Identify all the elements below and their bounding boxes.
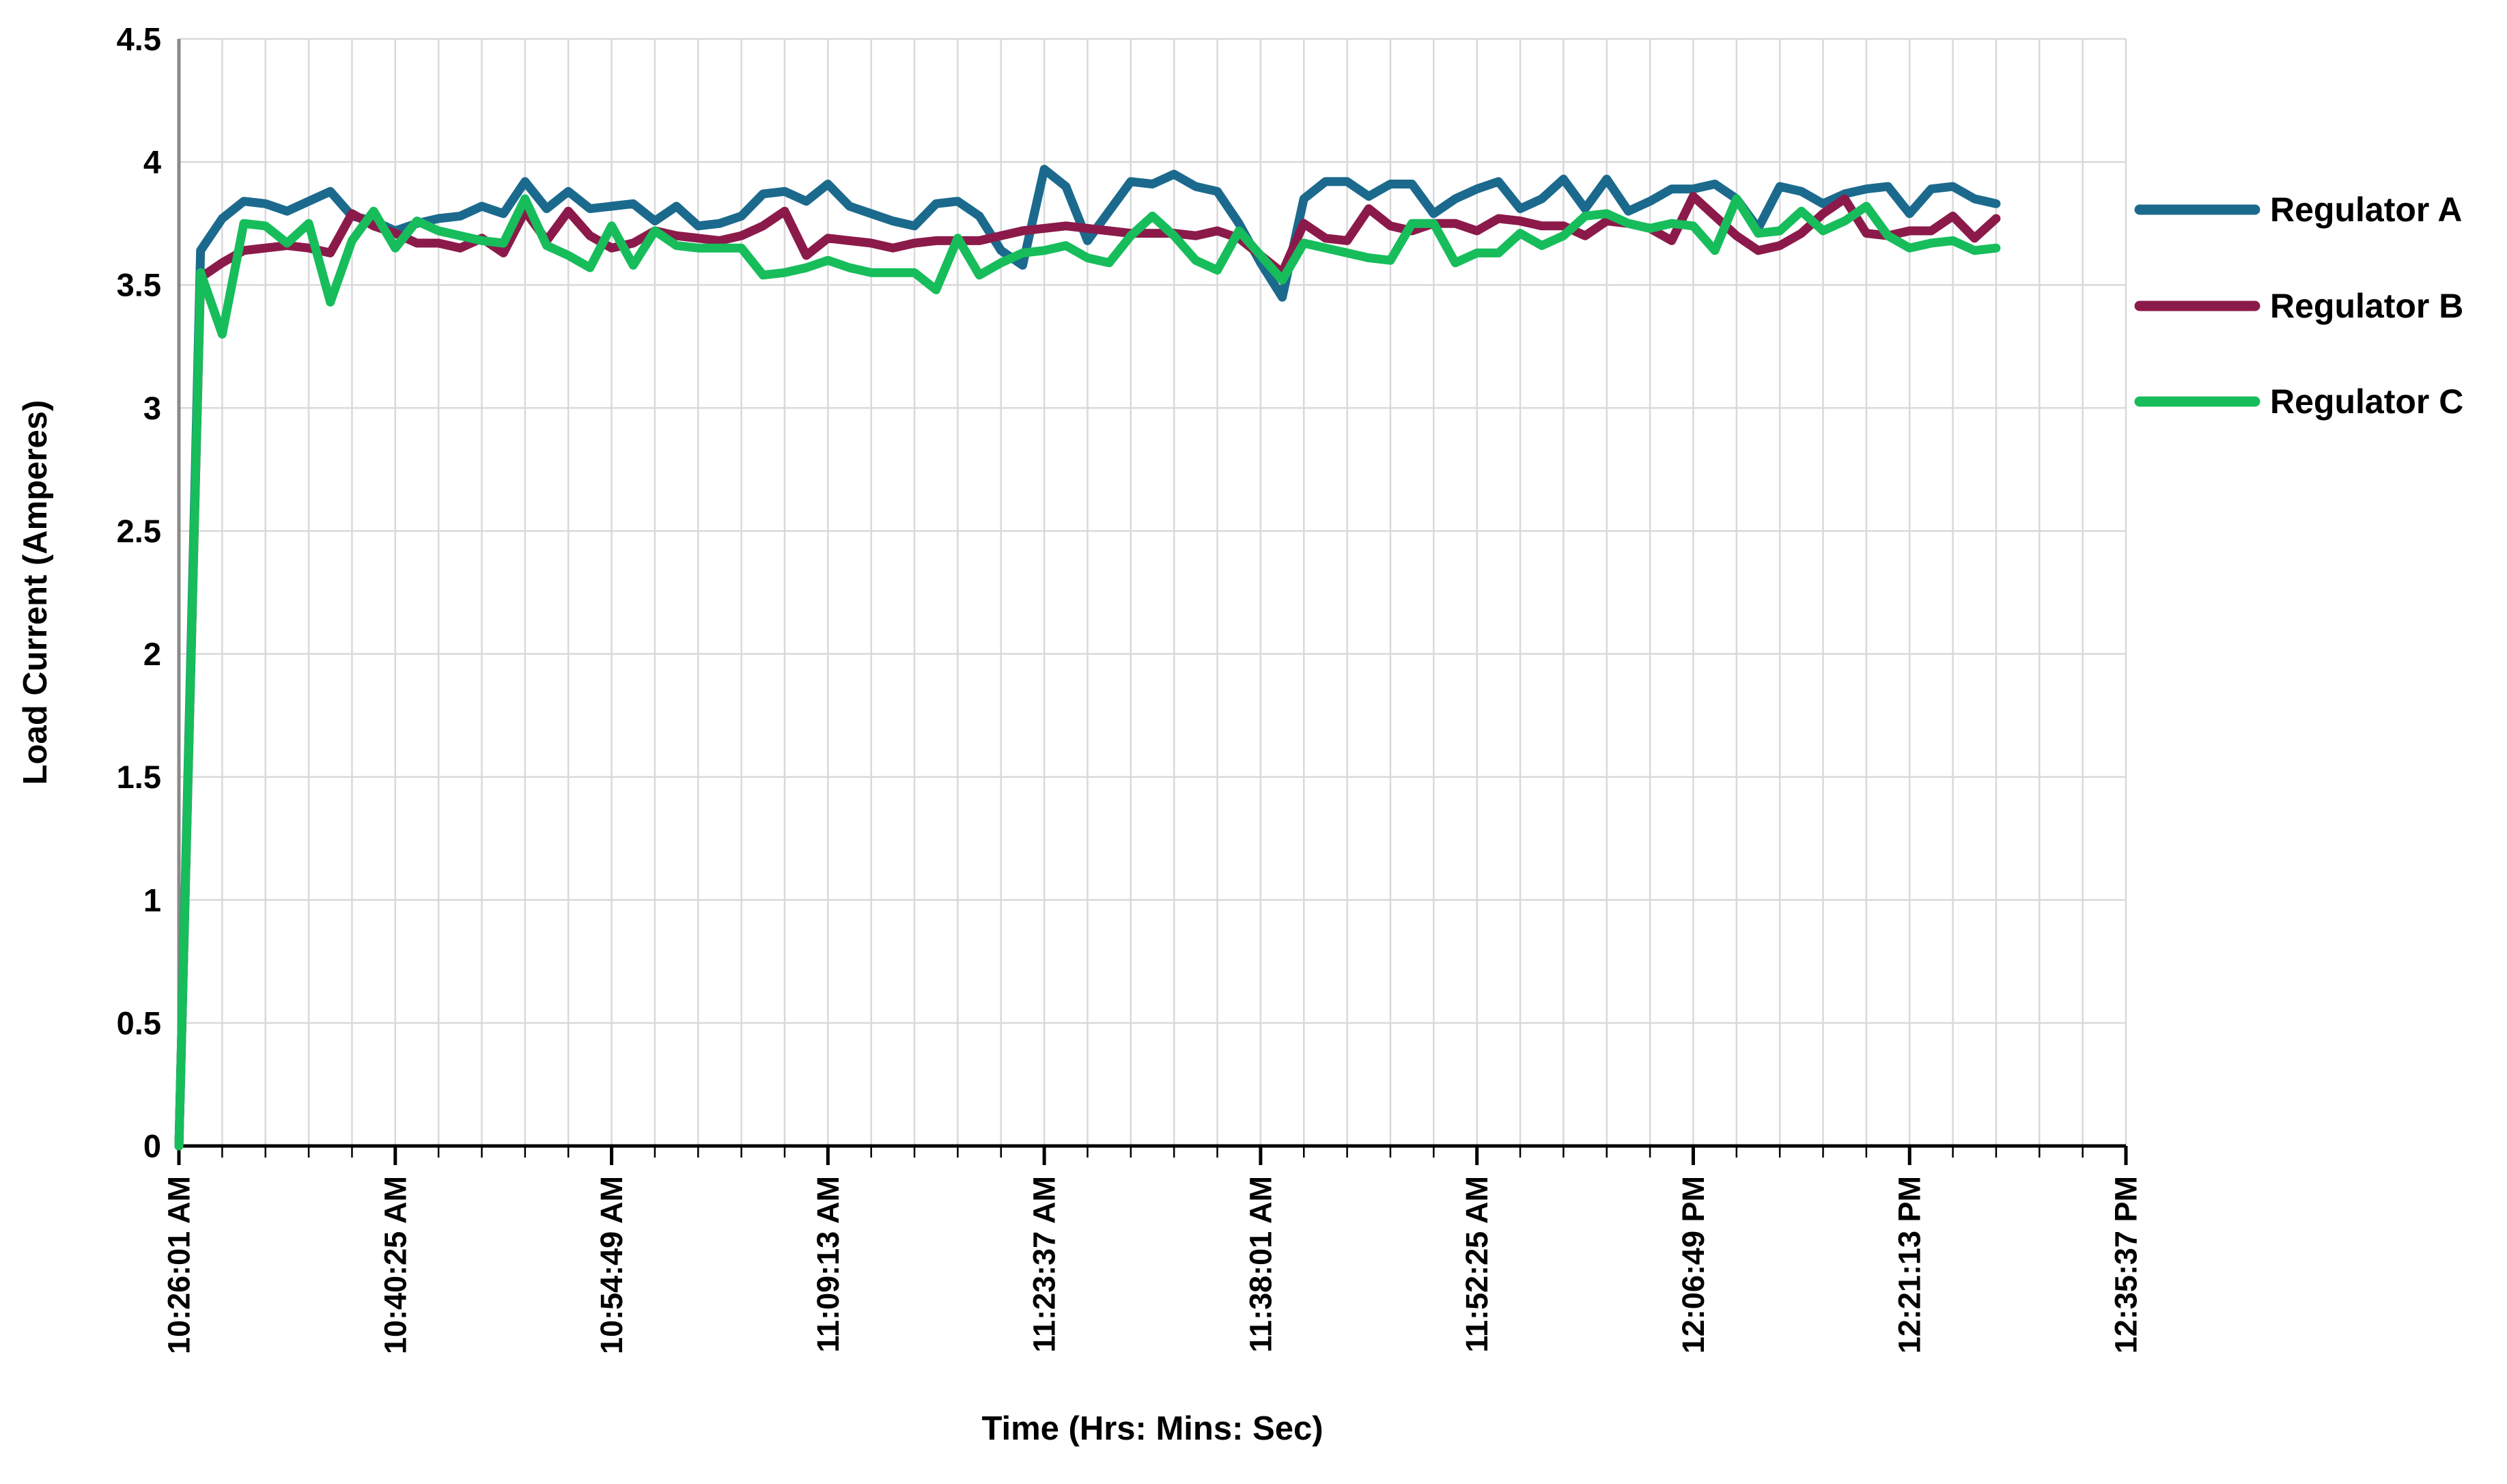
y-axis-tick-label: 3.5 (117, 267, 161, 303)
x-axis-tick-label: 11:23:37 AM (1027, 1176, 1062, 1352)
x-axis-tick-label: 12:21:13 PM (1892, 1176, 1927, 1354)
y-axis-tick-label: 3 (143, 390, 161, 426)
series-line-regulator-a (174, 165, 2001, 1151)
y-axis-tick-label: 2 (143, 636, 161, 672)
y-axis-tick-label: 0.5 (117, 1005, 161, 1041)
legend-item-label: Regulator C (2270, 382, 2463, 421)
x-axis-tick-label: 10:54:49 AM (594, 1176, 629, 1354)
legend-item-label: Regulator B (2270, 287, 2463, 325)
y-axis-title: Load Current (Amperes) (17, 400, 54, 785)
x-axis-tick-label: 10:40:25 AM (378, 1176, 412, 1354)
x-axis-tick-label: 12:35:37 PM (2109, 1176, 2144, 1354)
series-line-regulator-c (174, 194, 2001, 1151)
legend-item-label: Regulator A (2270, 191, 2463, 229)
x-axis-tick-label: 12:06:49 PM (1676, 1176, 1711, 1354)
y-axis-tick-label: 1 (143, 882, 161, 918)
y-axis-tick-label: 2.5 (117, 513, 161, 549)
x-axis-tick-label: 11:52:25 AM (1459, 1176, 1494, 1352)
x-axis-title: Time (Hrs: Mins: Sec) (981, 1410, 1323, 1447)
y-axis-tick-label: 4 (143, 144, 161, 180)
y-axis-tick-label: 4.5 (117, 21, 161, 57)
y-axis-tick-label: 0 (143, 1128, 161, 1164)
x-axis-tick-label: 11:09:13 AM (811, 1176, 845, 1352)
x-axis-tick-label: 10:26:01 AM (162, 1176, 197, 1354)
x-axis-tick-label: 11:38:01 AM (1243, 1176, 1278, 1352)
y-axis-tick-label: 1.5 (117, 759, 161, 795)
